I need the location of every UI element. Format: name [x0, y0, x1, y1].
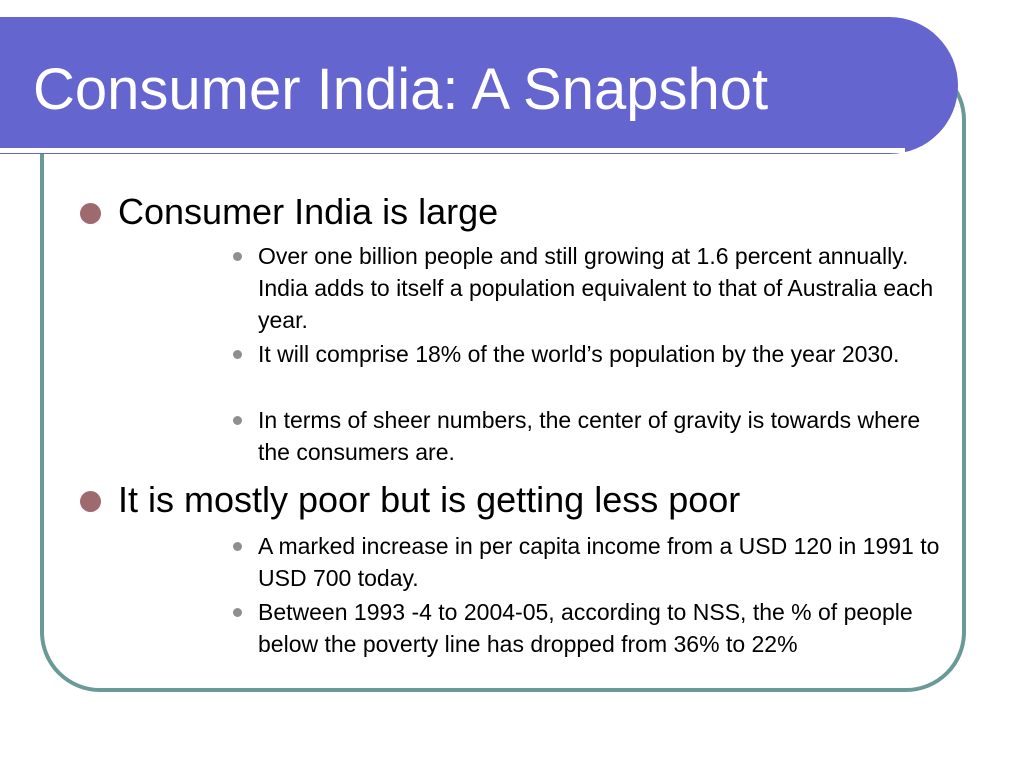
bullet-dot	[80, 491, 101, 512]
sub-point-center-of-gravity: In terms of sheer numbers, the center of…	[258, 407, 921, 465]
slide-title: Consumer India: A Snapshot	[33, 57, 769, 122]
content-frame	[40, 60, 966, 692]
title-underline	[0, 148, 905, 153]
sub-bullet-dot	[233, 350, 242, 359]
sub-point-population-growth: Over one billion people and still growin…	[258, 243, 934, 333]
bullet-dot	[80, 203, 101, 224]
sub-bullet-dot	[233, 542, 242, 551]
sub-bullet-dot	[233, 608, 242, 617]
bullet-point-consumer-india-large: Consumer India is large	[118, 191, 499, 232]
sub-bullet-dot	[233, 416, 242, 425]
bullet-point-getting-less-poor: It is mostly poor but is getting less po…	[118, 479, 741, 520]
sub-point-world-population-share: It will comprise 18% of the world’s popu…	[258, 341, 900, 367]
sub-point-poverty-line: Between 1993 -4 to 2004-05, according to…	[258, 599, 913, 657]
title-bar: Consumer India: A Snapshot	[0, 17, 958, 154]
sub-point-per-capita-income: A marked increase in per capita income f…	[258, 533, 940, 591]
sub-bullet-dot	[233, 252, 242, 261]
